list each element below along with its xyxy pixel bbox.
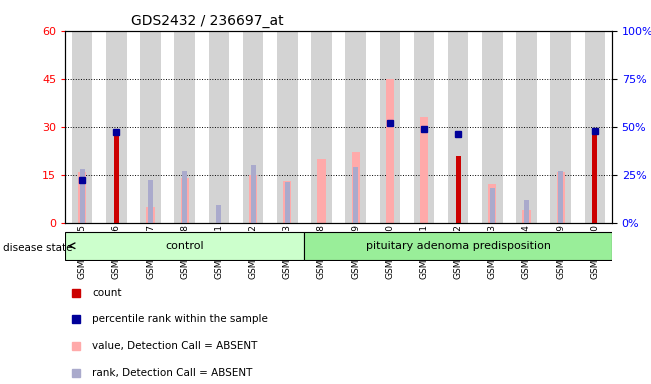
Bar [353,167,358,223]
Bar [385,79,394,223]
Bar [284,182,290,223]
Bar [182,171,187,223]
Bar [524,200,529,223]
Bar [114,136,119,223]
FancyBboxPatch shape [65,232,304,260]
Bar [413,31,434,223]
Bar [488,184,497,223]
Bar [516,31,536,223]
Bar [380,31,400,223]
Bar [216,205,221,223]
Bar [148,180,153,223]
Bar [558,171,563,223]
Text: disease state: disease state [3,243,73,253]
Text: control: control [165,241,204,251]
Bar [585,31,605,223]
Bar [557,172,565,223]
Text: rank, Detection Call = ABSENT: rank, Detection Call = ABSENT [92,368,253,378]
Text: pituitary adenoma predisposition: pituitary adenoma predisposition [366,241,551,251]
Bar [456,156,461,223]
Bar [277,31,298,223]
Text: GDS2432 / 236697_at: GDS2432 / 236697_at [131,14,283,28]
Bar [140,31,161,223]
Bar [592,130,598,223]
Bar [180,178,189,223]
Bar [243,31,263,223]
Bar [283,181,292,223]
Bar [420,117,428,223]
Bar [448,31,468,223]
Text: value, Detection Call = ABSENT: value, Detection Call = ABSENT [92,341,258,351]
Bar [72,31,92,223]
Bar [251,165,256,223]
Bar [208,31,229,223]
Bar [550,31,571,223]
Bar [482,31,503,223]
Bar [345,31,366,223]
Bar [311,31,331,223]
Bar [106,31,126,223]
Bar [79,169,85,223]
Bar [352,152,360,223]
Bar [174,31,195,223]
Bar [249,175,257,223]
Bar [78,172,87,223]
FancyBboxPatch shape [304,232,612,260]
Bar [317,159,326,223]
Text: count: count [92,288,122,298]
Text: percentile rank within the sample: percentile rank within the sample [92,314,268,324]
Bar [522,210,531,223]
Bar [146,207,155,223]
Bar [490,188,495,223]
